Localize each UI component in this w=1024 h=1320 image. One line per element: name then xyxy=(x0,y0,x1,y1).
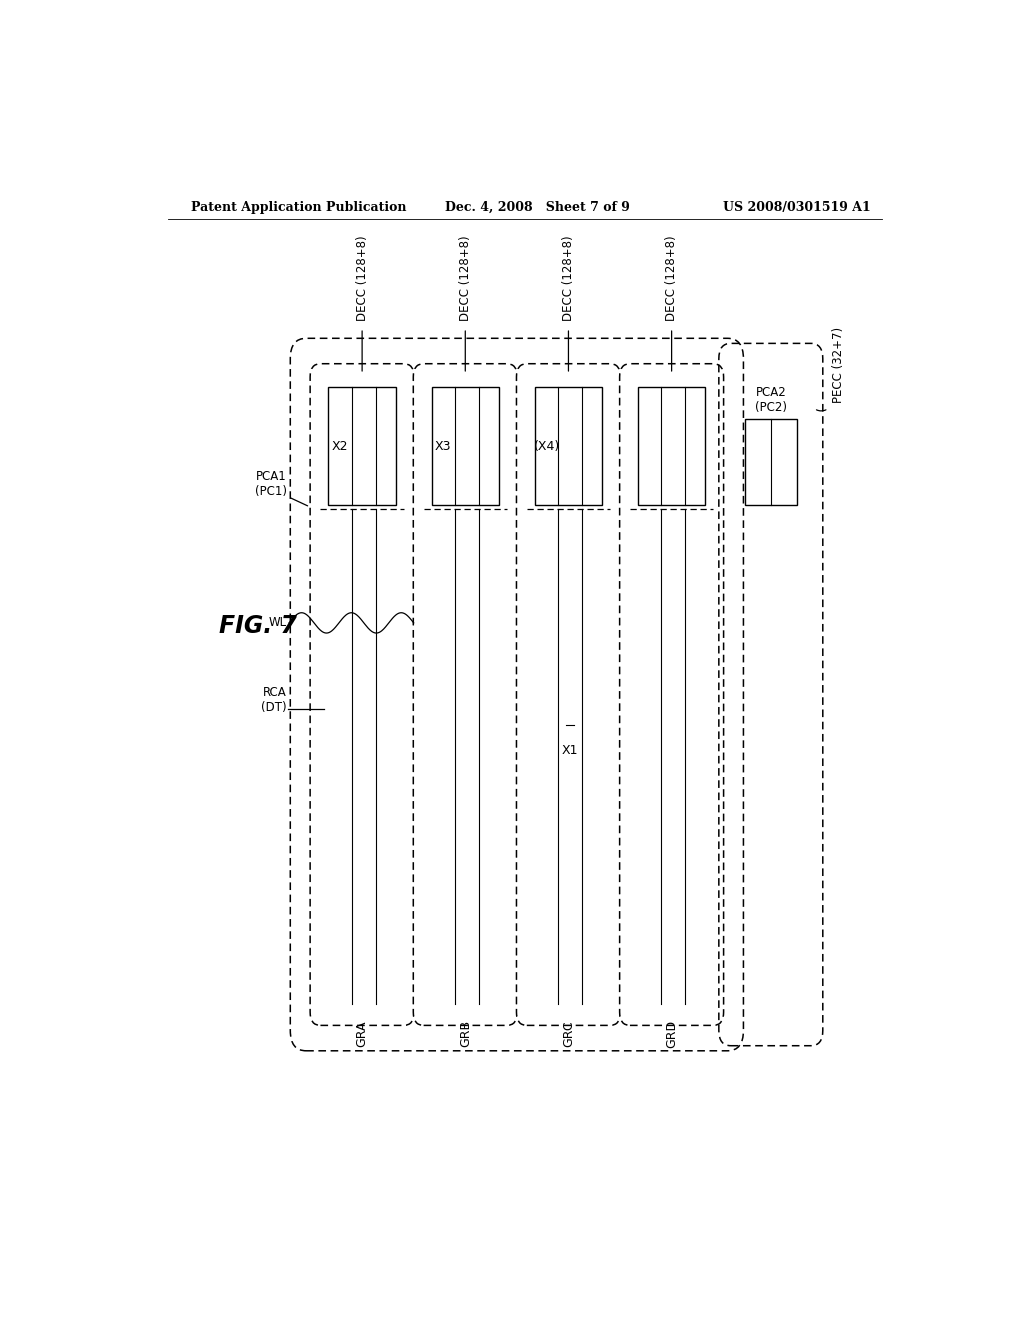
Text: FIG. 7: FIG. 7 xyxy=(219,614,297,638)
Text: DECC (128+8): DECC (128+8) xyxy=(562,235,574,321)
FancyBboxPatch shape xyxy=(620,364,724,1026)
Text: X2: X2 xyxy=(332,440,348,453)
Text: PECC (32+7): PECC (32+7) xyxy=(833,327,846,404)
Text: GRD: GRD xyxy=(666,1020,678,1048)
FancyBboxPatch shape xyxy=(310,364,414,1026)
FancyBboxPatch shape xyxy=(414,364,517,1026)
Text: X3: X3 xyxy=(435,440,452,453)
Text: GRB: GRB xyxy=(459,1020,472,1048)
Text: DECC (128+8): DECC (128+8) xyxy=(459,235,472,321)
Text: Dec. 4, 2008   Sheet 7 of 9: Dec. 4, 2008 Sheet 7 of 9 xyxy=(445,201,631,214)
Text: X1: X1 xyxy=(562,744,579,756)
Text: GRA: GRA xyxy=(355,1020,369,1047)
Bar xyxy=(535,387,602,506)
Text: RCA
(DT): RCA (DT) xyxy=(261,686,287,714)
Text: PCA2
(PC2): PCA2 (PC2) xyxy=(755,385,786,413)
Text: DECC (128+8): DECC (128+8) xyxy=(355,235,369,321)
Bar xyxy=(745,418,797,506)
Text: PCA1
(PC1): PCA1 (PC1) xyxy=(255,470,287,498)
Bar xyxy=(329,387,396,506)
Text: DECC (128+8): DECC (128+8) xyxy=(666,235,678,321)
Text: GRC: GRC xyxy=(562,1020,574,1047)
Bar xyxy=(431,387,499,506)
Text: (X4): (X4) xyxy=(534,440,560,453)
Text: Patent Application Publication: Patent Application Publication xyxy=(191,201,407,214)
FancyBboxPatch shape xyxy=(516,364,621,1026)
Text: WL: WL xyxy=(268,616,287,630)
Text: US 2008/0301519 A1: US 2008/0301519 A1 xyxy=(723,201,871,214)
Bar xyxy=(638,387,706,506)
